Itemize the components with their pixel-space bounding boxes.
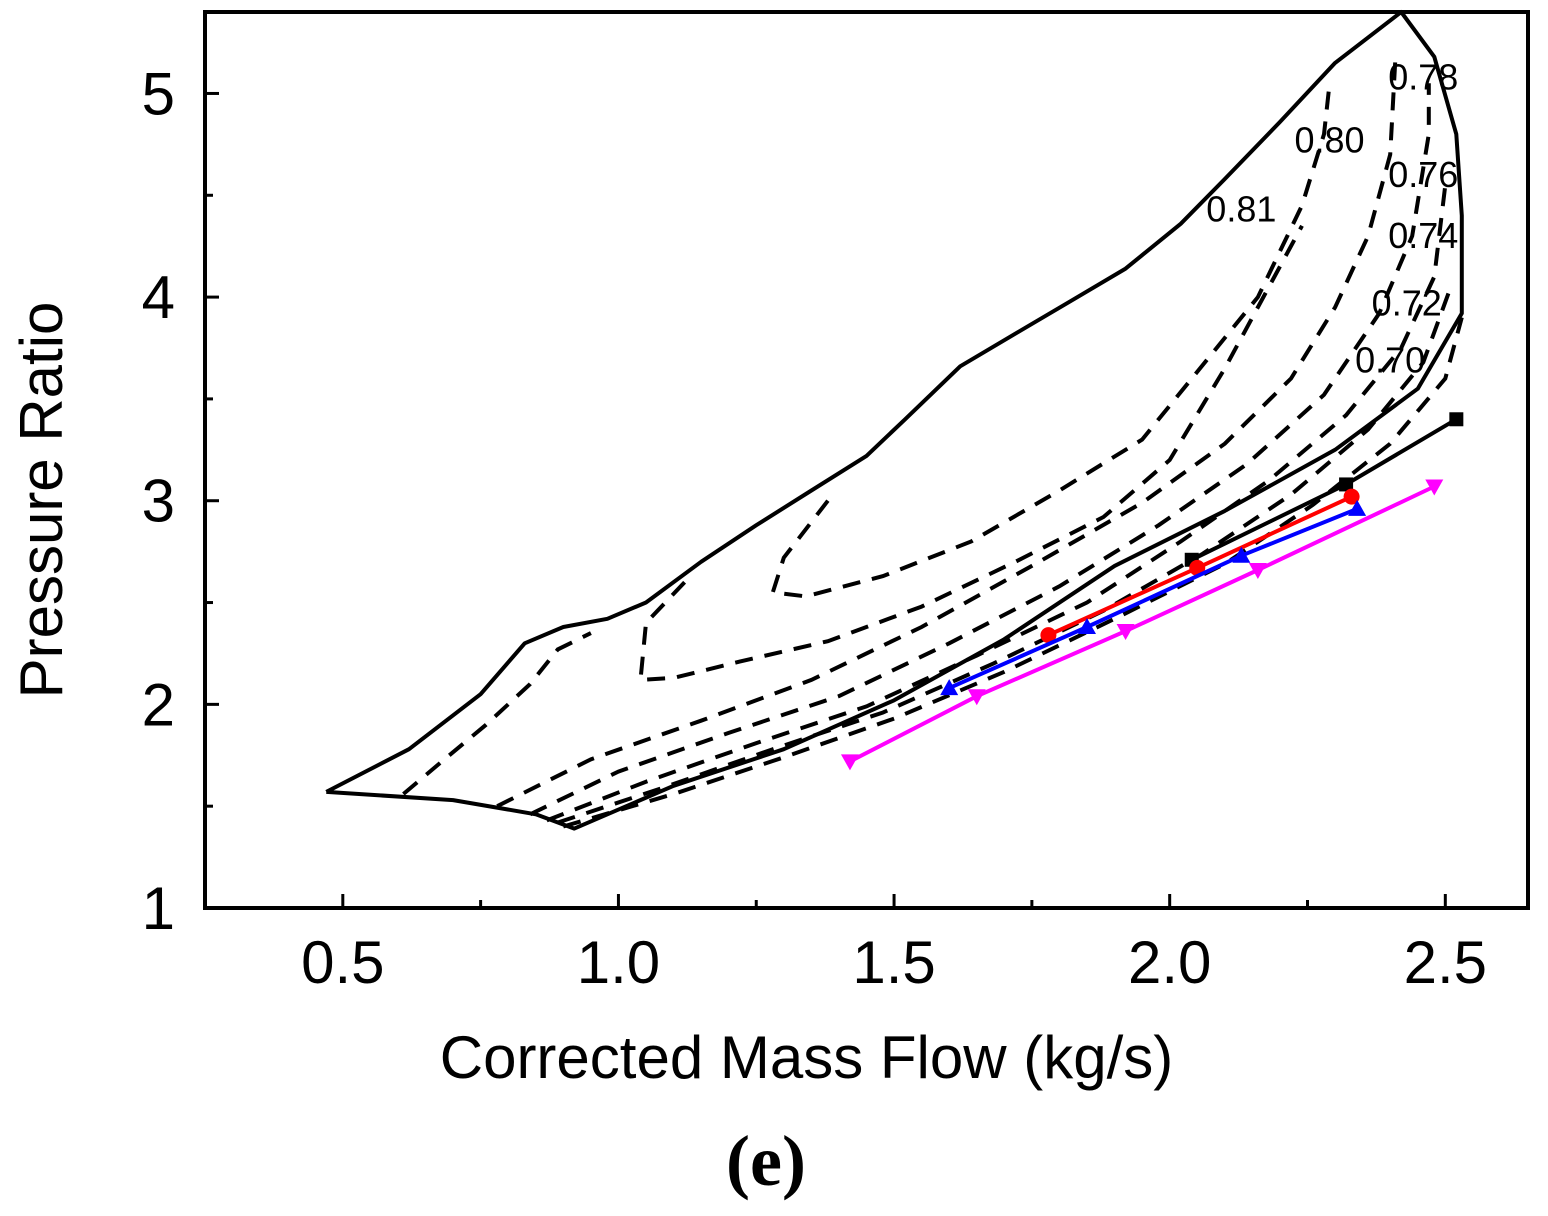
- contour-0.74-label: 0.74: [1388, 215, 1458, 256]
- series-magenta-point-3: [1248, 562, 1267, 579]
- series-black-point-1: [1339, 477, 1354, 492]
- series-blue-point-3: [1348, 499, 1367, 516]
- axes-layer: 0.5 1.0 1.5 2.0 2.5 1 2 3 4 5: [142, 60, 1487, 996]
- contour-0.76-label: 0.76: [1388, 154, 1458, 195]
- contour-0.80-label: 0.80: [1295, 120, 1365, 161]
- contour-0.78-label: 0.78: [1388, 56, 1458, 97]
- y-tick-label: 1: [142, 875, 175, 942]
- contour-0.81-label: 0.81: [1206, 189, 1276, 230]
- series-blue-line: [948, 507, 1358, 690]
- series-magenta-point-1: [967, 689, 986, 706]
- contour-0.81-line: [402, 631, 592, 796]
- x-axis-title: Corrected Mass Flow (kg/s): [440, 1024, 1173, 1091]
- series-red-point-1: [1189, 559, 1206, 576]
- contour-0.81-b-line: [638, 224, 1304, 683]
- series-black-point-2: [1449, 412, 1464, 427]
- x-tick-label: 1.5: [852, 929, 935, 996]
- contour-0.78-line: [496, 52, 1398, 808]
- contour-0.76-line: [529, 83, 1431, 817]
- x-tick-label: 0.5: [301, 929, 384, 996]
- y-tick-label: 3: [142, 468, 175, 535]
- contour-0.72-label: 0.72: [1372, 282, 1442, 323]
- y-tick-label: 5: [142, 60, 175, 127]
- series-magenta-point-0: [840, 754, 859, 771]
- series-magenta-point-4: [1425, 479, 1444, 496]
- plot-frame: [203, 10, 1530, 910]
- series-blue-point-1: [1078, 617, 1096, 634]
- contour-0.80-line: [770, 83, 1332, 599]
- contour-0.70-line: [562, 316, 1464, 829]
- contour-0.74-line: [546, 184, 1448, 823]
- panel-label: (e): [726, 1121, 806, 1201]
- series-red-point-2: [1343, 488, 1360, 505]
- x-tick-label: 2.0: [1128, 929, 1211, 996]
- y-tick-label: 4: [142, 264, 175, 331]
- series-blue-point-2: [1232, 546, 1251, 563]
- y-tick-label: 2: [142, 671, 175, 738]
- plot-contents: 0.81 0.80 0.78 0.76 0.74 0.72 0.70: [325, 10, 1464, 831]
- y-axis-title: Pressure Ratio: [8, 302, 75, 699]
- series-red-point-0: [1040, 627, 1057, 644]
- contour-0.70-label: 0.70: [1355, 339, 1425, 380]
- x-tick-label: 2.5: [1404, 929, 1487, 996]
- contour-0.72-line: [557, 286, 1453, 825]
- map-boundary-line: [325, 10, 1464, 831]
- series-magenta-point-2: [1116, 624, 1135, 641]
- x-tick-label: 1.0: [577, 929, 660, 996]
- series-blue-point-0: [940, 679, 959, 696]
- series-magenta-line: [849, 484, 1436, 764]
